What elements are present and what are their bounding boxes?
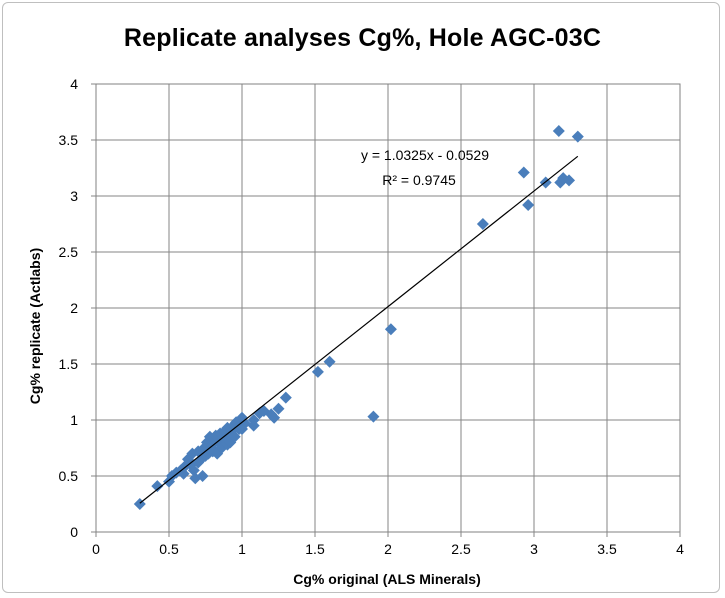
data-point [571, 130, 584, 143]
x-axis-ticks: 0 0.5 1 1.5 2 2.5 3 3.5 4 [92, 532, 684, 557]
y-tick-label: 3.5 [59, 132, 79, 148]
x-tick-label: 3 [530, 541, 538, 557]
x-tick-label: 1 [238, 541, 246, 557]
data-point [151, 480, 164, 493]
y-tick-label: 2 [70, 300, 78, 316]
chart-frame [2, 2, 720, 593]
data-point [247, 414, 260, 426]
trendline [139, 155, 579, 504]
data-point [563, 174, 576, 187]
data-point [476, 218, 489, 230]
y-tick-label: 0 [70, 524, 78, 540]
x-tick-label: 0 [92, 541, 100, 557]
data-point [196, 470, 209, 482]
y-tick-label: 2.5 [59, 244, 79, 260]
data-point [522, 198, 535, 211]
r-squared-label: R² = 0.9745 [382, 172, 456, 188]
data-point [238, 417, 251, 430]
y-tick-label: 0.5 [59, 468, 79, 484]
y-tick-label: 3 [70, 188, 78, 204]
data-point [268, 411, 281, 424]
x-tick-label: 4 [676, 541, 684, 557]
data-point [272, 402, 285, 415]
data-point [187, 464, 200, 477]
y-axis-ticks: 0 0.5 1 1.5 2 2.5 3 3.5 4 [59, 76, 96, 540]
data-points [133, 125, 584, 510]
data-point [323, 355, 336, 368]
x-tick-label: 3.5 [597, 541, 617, 557]
data-point [552, 125, 565, 138]
y-tick-label: 4 [70, 76, 78, 92]
x-tick-label: 1.5 [305, 541, 325, 557]
data-point [517, 166, 530, 179]
y-axis-title: Cg% replicate (Actlabs) [27, 248, 43, 404]
y-tick-label: 1.5 [59, 356, 79, 372]
y-tick-label: 1 [70, 412, 78, 428]
trendline-equation: y = 1.0325x - 0.0529 [361, 147, 489, 163]
data-point [367, 410, 380, 423]
x-tick-label: 2 [384, 541, 392, 557]
data-point [228, 430, 241, 443]
data-point [311, 365, 324, 378]
chart-title: Replicate analyses Cg%, Hole AGC-03C [123, 24, 602, 52]
data-point [384, 323, 397, 336]
x-tick-label: 0.5 [159, 541, 179, 557]
x-tick-label: 2.5 [451, 541, 471, 557]
data-point [279, 391, 292, 404]
x-axis-title: Cg% original (ALS Minerals) [293, 571, 480, 587]
